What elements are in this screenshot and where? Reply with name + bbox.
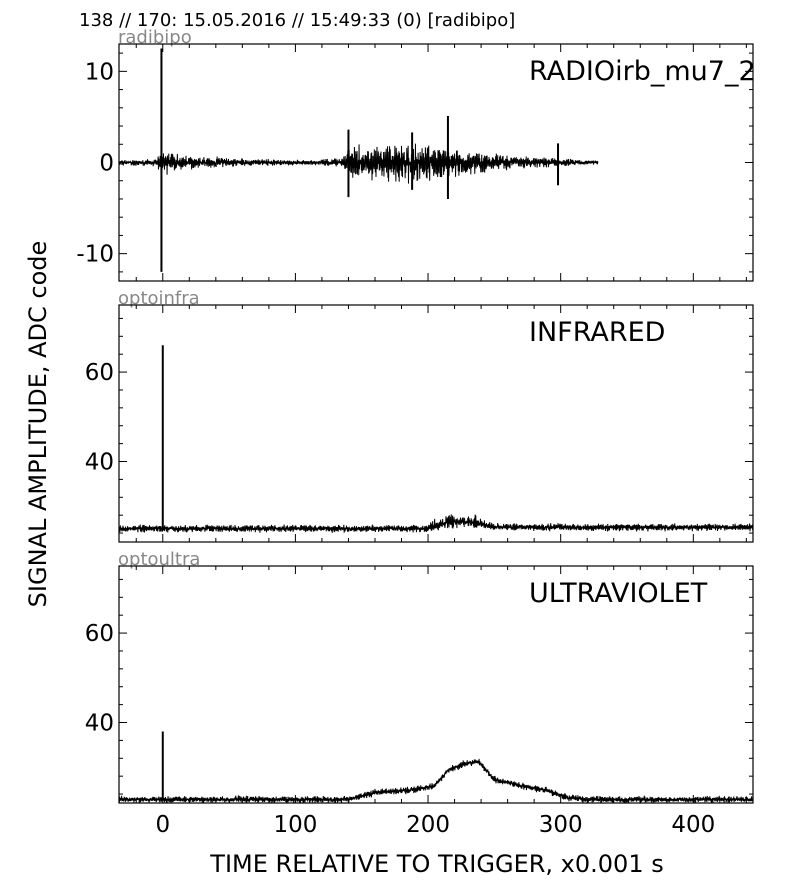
y-tick-label: 40 [85,450,114,476]
y-tick-label: 60 [85,621,114,647]
panel-source-label: optoinfra [118,288,200,309]
x-tick-label: 100 [273,812,317,838]
signal-trace [119,758,753,803]
panel-frame [118,565,754,804]
panel-frame [118,304,754,543]
y-tick-label: 0 [99,151,114,177]
y-tick-label: 10 [85,59,114,85]
panel-label: RADIOirb_mu7_2 [529,56,756,87]
panels: radibipo -10 0 10 RADIOirb_mu7_2 optoinfra 40 6… [76,27,755,838]
y-tick-label: 40 [85,711,114,737]
panel-frame [118,43,754,282]
x-tick-label: 0 [155,812,170,838]
figure-title: 138 // 170: 15.05.2016 // 15:49:33 (0) [… [79,10,515,31]
y-tick-label: 60 [85,360,114,386]
panel-3: optoultra 40 60 0 100 200 300 400 ULTRAVIOLET [85,549,754,838]
panel-label: INFRARED [529,317,665,348]
x-tick-label: 400 [671,812,715,838]
panel-source-label: radibipo [118,27,192,48]
x-tick-label: 300 [539,812,583,838]
panel-label: ULTRAVIOLET [529,578,708,609]
y-axis-label: SIGNAL AMPLITUDE, ADC code [24,241,52,608]
x-axis-label: TIME RELATIVE TO TRIGGER, x0.001 s [209,850,663,878]
panel-2: optoinfra 40 60 INFRARED [85,288,754,543]
signal-trace [119,143,599,184]
x-tick-label: 200 [406,812,450,838]
y-tick-label: -10 [76,242,114,268]
panel-1: radibipo -10 0 10 RADIOirb_mu7_2 [76,27,756,282]
panel-source-label: optoultra [118,549,200,570]
signal-trace [119,514,753,533]
